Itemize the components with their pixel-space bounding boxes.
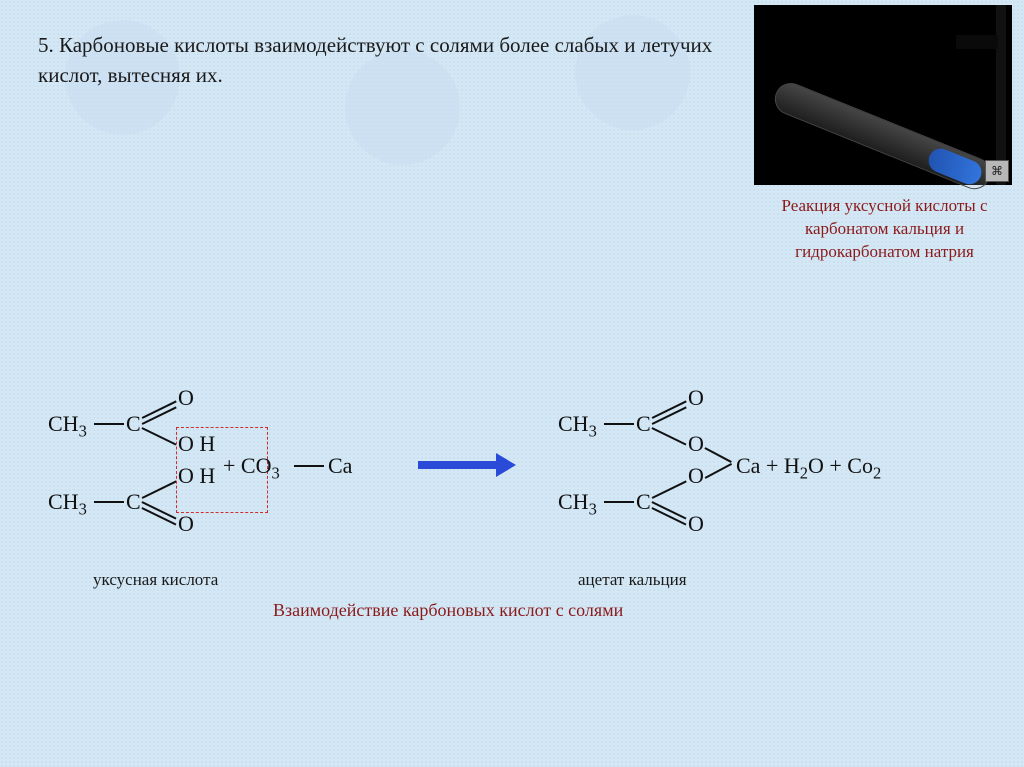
reactant-bot-ch3: CH3 [48,489,87,519]
product-label: ацетат кальция [578,570,687,590]
product-bot-o: O [688,463,704,489]
media-badge-icon: ⌘ [985,160,1009,182]
product-bot-c: C [636,489,651,515]
reactant-ca: Ca [328,453,352,479]
bond [705,447,732,462]
reactant-top-c: C [126,411,141,437]
product-bot-od: O [688,511,704,537]
product-ca-rest: Ca + H2O + Co2 [736,453,881,483]
bond [705,463,732,478]
experiment-photo: ⌘ [754,5,1012,185]
bond [94,423,124,425]
bond [604,501,634,503]
reactant-bot-c: C [126,489,141,515]
plus-co3: + CO3 [223,453,280,483]
photo-caption: Реакция уксусной кислоты с карбонатом ка… [757,195,1012,264]
product-top-c: C [636,411,651,437]
reactant-top-ch3: CH3 [48,411,87,441]
bond [294,465,324,467]
product-bot-ch3: CH3 [558,489,597,519]
stand-bar [996,5,1006,185]
reactant-top-o: O [178,385,194,411]
test-tube [770,78,995,194]
product-top-ch3: CH3 [558,411,597,441]
reactant-label: уксусная кислота [93,570,218,590]
bond [652,480,687,498]
product-top-od: O [688,385,704,411]
bond [604,423,634,425]
product-top-o: O [688,431,704,457]
bond [652,427,687,445]
bond [142,427,177,445]
heading-text: 5. Карбоновые кислоты взаимодействуют с … [38,30,738,91]
bond [142,480,177,498]
equation-title: Взаимодействие карбоновых кислот с солям… [273,600,623,621]
reaction-arrow-icon [418,455,510,471]
bond [94,501,124,503]
clamp [956,35,998,49]
reactant-bot-o: O [178,511,194,537]
